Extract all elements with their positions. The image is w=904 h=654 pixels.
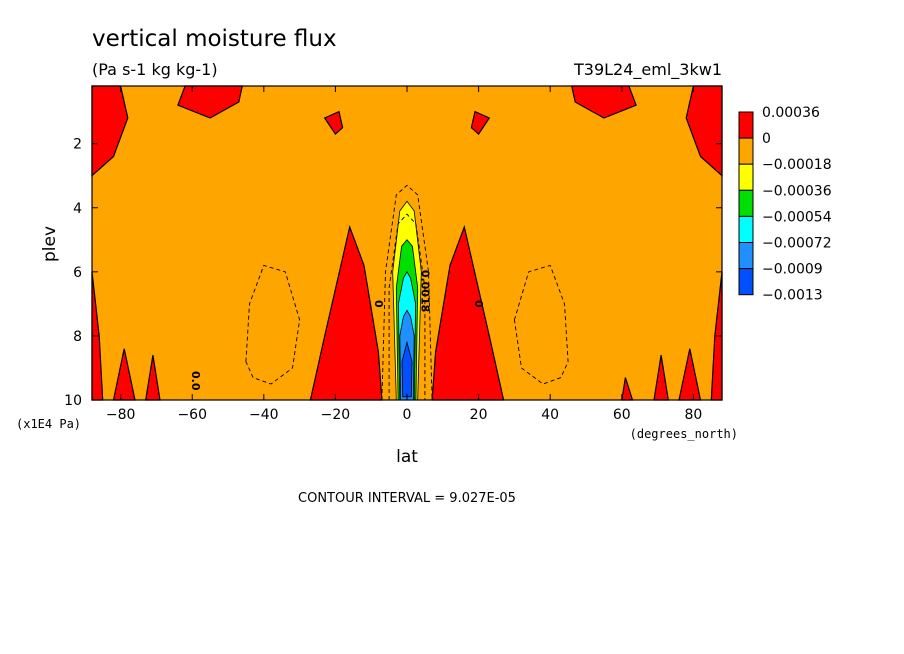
- x-tick-label: 60: [613, 407, 631, 423]
- colorbar-label: 0.00036: [762, 105, 820, 121]
- colorbar-swatch: [738, 215, 754, 243]
- colorbar-label: −0.00072: [762, 236, 832, 252]
- x-axis-label: lat: [396, 447, 418, 467]
- colorbar-swatch: [738, 242, 754, 270]
- contour-dash-left-loop: [245, 264, 301, 385]
- colorbar-label: −0.0013: [762, 288, 823, 304]
- colorbar: 0.00036 0 −0.00018 −0.00036 −0.00054 −0.00072…: [738, 105, 832, 304]
- x-tick-label: −80: [106, 407, 136, 423]
- plot-area: 0 0 0.0018 0.0 −80 −60 −40 −20 0 20 40 60 80 2 4 6 8 10: [64, 85, 723, 423]
- contour-label: 0: [372, 300, 385, 308]
- colorbar-label: −0.00036: [762, 183, 832, 199]
- y-axis-label: plev: [40, 226, 60, 262]
- colorbar-label: −0.00018: [762, 157, 832, 173]
- colorbar-swatch: [738, 163, 754, 191]
- colorbar-label: 0: [762, 131, 771, 147]
- contour-interval: CONTOUR INTERVAL = 9.027E-05: [298, 491, 516, 506]
- colorbar-swatch: [738, 111, 754, 139]
- x-tick-label: −60: [177, 407, 207, 423]
- colorbar-swatch: [738, 137, 754, 165]
- x-tick-label: 0: [403, 407, 412, 423]
- dataset-label: T39L24_eml_3kw1: [573, 60, 722, 80]
- x-axis-units: (degrees_north): [630, 427, 738, 441]
- colorbar-swatch: [738, 268, 754, 296]
- contour-dash-core-inner: [388, 213, 426, 401]
- contour-dash-core-outer: [381, 184, 433, 401]
- region-negative-core-5: [401, 340, 413, 398]
- x-tick-label: −40: [249, 407, 279, 423]
- contour-dash-right-loop: [513, 264, 569, 385]
- y-tick-label: 2: [73, 137, 82, 153]
- region-positive-top-right-dot: [470, 110, 491, 136]
- x-tick-label: −20: [321, 407, 351, 423]
- contour-label: 0: [472, 300, 485, 308]
- contour-label: 0.0: [189, 371, 202, 391]
- y-axis-units: (x1E4 Pa): [16, 417, 81, 431]
- region-positive-top-left-dot: [323, 110, 344, 136]
- y-tick-label: 8: [73, 329, 82, 345]
- y-tick-label: 10: [64, 393, 82, 409]
- x-tick-label: 40: [541, 407, 559, 423]
- chart-title: vertical moisture flux: [92, 26, 337, 52]
- y-tick-label: 4: [73, 201, 82, 217]
- colorbar-swatch: [738, 189, 754, 217]
- chart-units: (Pa s-1 kg kg-1): [92, 60, 218, 79]
- y-tick-label: 6: [73, 265, 82, 281]
- x-tick-label: 80: [684, 407, 702, 423]
- colorbar-label: −0.0009: [762, 262, 823, 278]
- colorbar-label: −0.00054: [762, 209, 832, 225]
- x-tick-label: 20: [470, 407, 488, 423]
- contour-label: 0.0018: [418, 270, 431, 312]
